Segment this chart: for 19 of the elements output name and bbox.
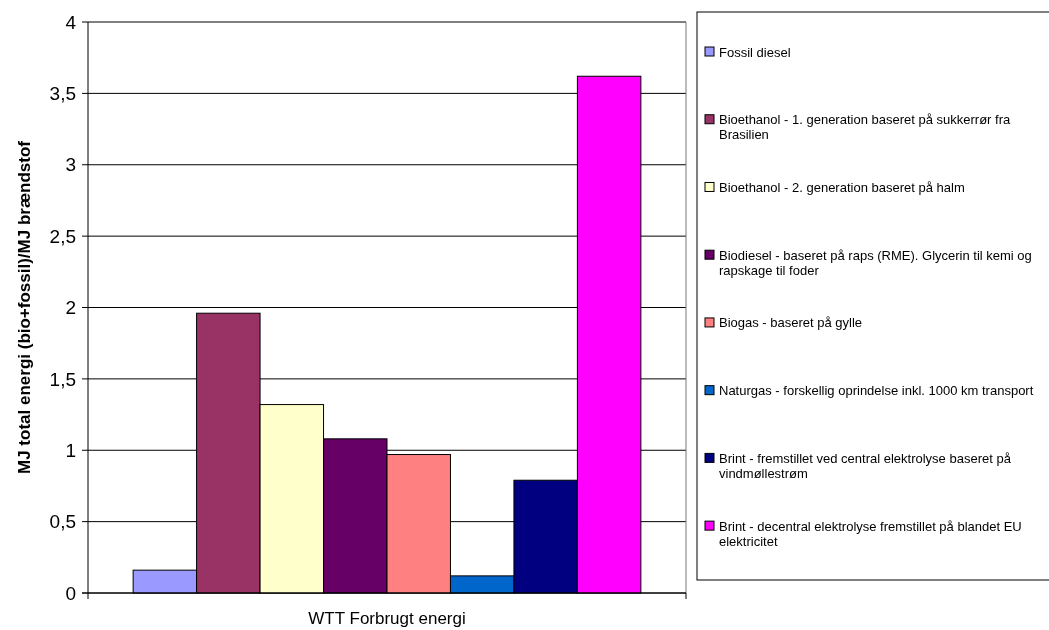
legend-label: Biogas - baseret på gylle bbox=[719, 315, 863, 331]
legend-label: Brint - fremstillet ved central elektrolyse baseret på vindmøllestrøm bbox=[719, 450, 1012, 481]
legend-label: Bioethanol - 1. generation baseret på sukkerrør fra Brasilien bbox=[719, 112, 1011, 143]
y-tick-label: 1,5 bbox=[49, 368, 76, 390]
y-tick-label: 2 bbox=[65, 297, 76, 319]
y-tick-label: 2,5 bbox=[49, 225, 76, 247]
x-tick-label: WTT Forbrugt energi bbox=[308, 609, 466, 628]
y-tick-label: 3,5 bbox=[49, 83, 76, 105]
y-tick-label: 0 bbox=[65, 582, 76, 604]
legend-label: Naturgas - forskellig oprindelse inkl. 1000 km transport bbox=[719, 383, 1034, 399]
legend-label: Fossil diesel bbox=[719, 44, 791, 60]
legend-label: Bioethanol - 2. generation baseret på halm bbox=[719, 180, 965, 196]
y-tick-label: 3 bbox=[65, 154, 76, 176]
y-tick-label: 0,5 bbox=[49, 511, 76, 533]
legend-label: Brint - decentral elektrolyse fremstillet på blandet EU elektricitet bbox=[719, 518, 1022, 549]
y-tick-label: 4 bbox=[65, 11, 77, 33]
y-axis-title: MJ total energi (bio+fossil)/MJ brændstof bbox=[14, 140, 34, 474]
legend-label: Biodiesel - baseret på raps (RME). Glycerin til kemi og rapskage til foder bbox=[719, 247, 1032, 278]
y-tick-label: 1 bbox=[65, 439, 76, 461]
